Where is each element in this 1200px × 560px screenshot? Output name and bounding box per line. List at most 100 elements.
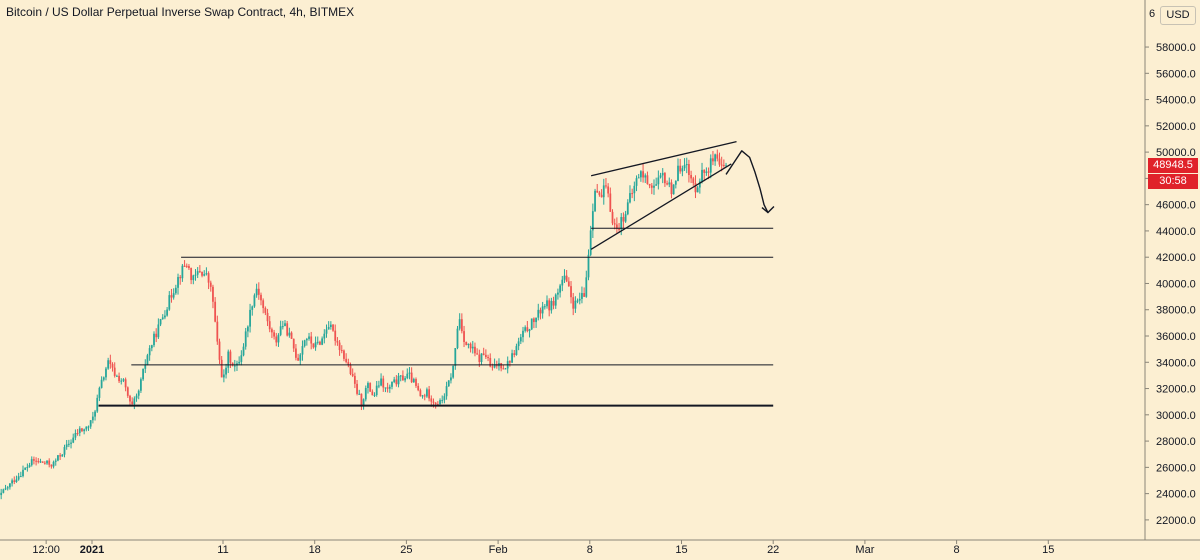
candle-body [550,300,553,311]
candle-body [72,437,75,443]
candle-body [423,395,426,397]
candle-body [666,183,668,185]
candle-body [690,175,693,179]
candle-body [288,332,291,336]
candle-body [677,165,679,181]
candle-body [458,319,461,329]
candle-body [393,379,396,382]
candle-body [572,297,575,309]
candle-body [443,396,446,401]
candle-body [89,420,92,427]
candle-body [133,398,136,405]
candle-body [696,187,699,193]
candle-body [57,455,59,461]
candle-body [220,359,223,378]
candle-body [382,378,385,388]
candle-body [194,274,197,276]
candle-body [122,379,125,381]
candle-body [585,277,588,297]
candle-body [609,193,612,212]
chart-title: Bitcoin / US Dollar Perpetual Inverse Sw… [6,5,355,19]
candle-body [668,182,671,185]
candle-body [629,193,631,203]
time-axis: 12:00 2021 11 18 25 Feb 8 15 22 Mar 8 15 [0,539,1200,556]
time-tick-label: 8 [587,544,593,556]
candle-body [19,476,22,478]
candle-body [157,324,160,338]
candle-body [552,300,555,306]
candle-body [653,185,655,188]
candle-body [61,454,64,457]
candle-body [478,354,481,362]
candle-body [607,186,610,194]
currency-button[interactable]: USD [1160,6,1196,25]
candle-body [613,223,616,225]
candle-body [185,265,188,267]
candle-body [474,346,476,354]
candle-body [639,171,642,178]
candle-body [583,293,586,297]
candle-body [297,357,300,361]
candle-body [515,346,518,355]
candle-body [611,211,614,224]
time-tick-label: 8 [954,544,960,556]
candle-body [367,383,369,389]
candle-body [17,476,20,480]
candle-body [192,275,195,281]
candle-body [201,271,203,276]
candle-body [718,158,721,165]
candle-body [146,355,149,365]
candle-body [456,328,459,349]
candle-body [15,479,18,483]
price-tick-label: 58000.0 [1156,42,1196,54]
candle-body [107,360,110,369]
candle-body [417,385,420,391]
candle-body [65,444,68,448]
candle-body [493,364,496,368]
candle-body [688,164,690,176]
projection-arrow-path [725,150,769,213]
candle-body [511,353,513,363]
candle-body [591,211,594,231]
candle-body [384,387,387,389]
candle-body [303,340,306,347]
candle-body [257,288,260,295]
candle-body [52,461,55,467]
candle-body [528,329,531,332]
candle-body [343,350,345,359]
candle-body [587,254,590,278]
candle-body [578,298,581,301]
candle-body [661,172,664,176]
candle-body [574,300,577,309]
candle-body [356,383,358,394]
candle-body [535,317,537,323]
candle-body [380,378,382,386]
candle-body [428,389,431,399]
candle-body [692,178,695,183]
candle-body [238,361,241,364]
candle-body [517,341,520,347]
candle-body [212,286,214,302]
candle-body [345,358,348,363]
time-tick-label: 18 [309,544,321,556]
candle-body [140,379,142,391]
candle-body [421,395,424,397]
candle-body [620,217,623,230]
candle-body [672,184,675,195]
price-tick-label: 44000.0 [1156,226,1196,238]
candle-body [81,428,83,432]
price-tick-label: 36000.0 [1156,331,1196,343]
price-tick-label-partial: 6 [1149,8,1155,20]
candle-body [262,300,265,309]
candle-body [87,426,90,428]
candle-body [369,383,372,392]
candle-body [480,353,483,362]
candle-body [33,459,35,461]
price-tick-label: 28000.0 [1156,436,1196,448]
candle-body [589,230,592,255]
candle-body [522,330,524,338]
candle-body [164,315,166,318]
time-tick-label: 15 [675,544,687,556]
candle-body [683,165,686,169]
